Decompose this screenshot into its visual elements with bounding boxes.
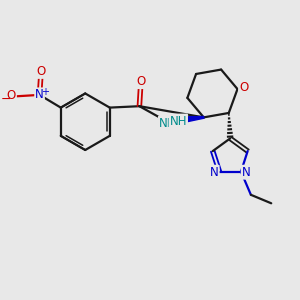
Text: −: − xyxy=(0,93,11,106)
Text: NH: NH xyxy=(159,117,176,130)
Text: O: O xyxy=(239,81,248,94)
Text: O: O xyxy=(7,89,16,102)
Text: NH: NH xyxy=(169,115,187,128)
Text: O: O xyxy=(36,65,46,78)
Text: +: + xyxy=(41,87,49,97)
Text: O: O xyxy=(136,75,146,88)
Text: N: N xyxy=(242,166,250,179)
Text: N: N xyxy=(210,166,219,179)
Polygon shape xyxy=(183,116,204,122)
Text: N: N xyxy=(35,88,44,101)
